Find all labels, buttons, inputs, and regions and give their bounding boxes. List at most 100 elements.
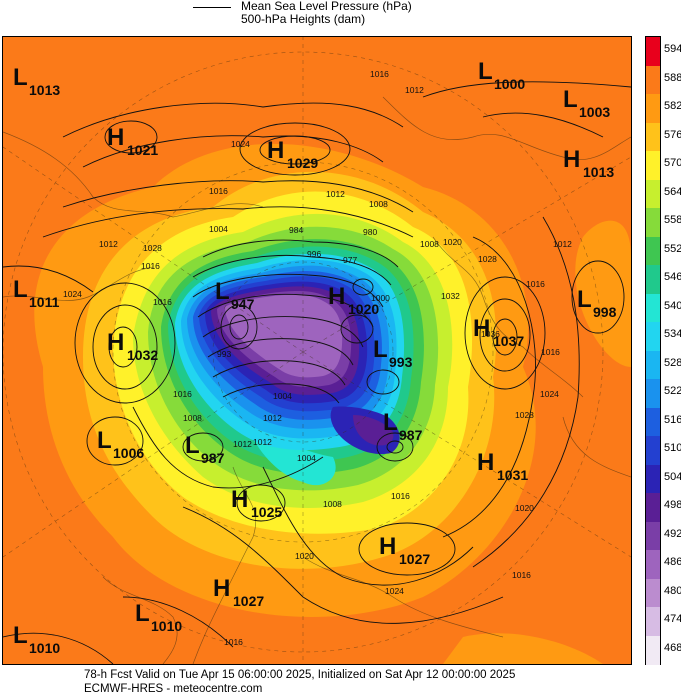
graticule-layer: [3, 37, 631, 664]
weather-map: 1016 1012 1024 1016 1012 1008 1008 1028 …: [2, 36, 632, 665]
isobar-label: 996: [307, 249, 321, 259]
isobar-label: 1016: [209, 186, 228, 196]
colorbar-swatch: [646, 151, 660, 180]
colorbar-swatch: [646, 322, 660, 351]
isobar-label: 1024: [63, 289, 82, 299]
pressure-center: H 1029: [267, 137, 318, 171]
colorbar-label: 552: [664, 242, 681, 255]
svg-text:1013: 1013: [583, 164, 614, 180]
svg-text:1010: 1010: [29, 640, 60, 656]
chart-footer: 78-h Fcst Valid on Tue Apr 15 06:00:00 2…: [0, 668, 681, 700]
colorbar-label: 582: [664, 100, 681, 113]
svg-text:987: 987: [399, 427, 423, 443]
colorbar-swatch: [646, 379, 660, 408]
svg-text:1031: 1031: [497, 467, 528, 483]
isobar-layer: [3, 81, 631, 664]
colorbar-label: 504: [664, 470, 681, 483]
colorbar-label: 492: [664, 527, 681, 540]
svg-text:H: H: [328, 283, 345, 310]
isobar-label: 1032: [441, 291, 460, 301]
svg-text:L: L: [383, 409, 398, 436]
colorbar-swatch: [646, 436, 660, 465]
isobar-label: 1012: [233, 439, 252, 449]
colorbar-swatch: [646, 236, 660, 266]
isobar-label: 1000: [371, 293, 390, 303]
svg-text:L: L: [478, 58, 493, 85]
svg-text:1013: 1013: [29, 82, 60, 98]
isobar-label: 1024: [540, 389, 559, 399]
height-fill-layer: [3, 37, 631, 664]
colorbar-swatch: [646, 550, 660, 579]
pressure-center: H 1027: [379, 533, 430, 567]
isobar-label: 1028: [478, 254, 497, 264]
pressure-center: L 1010: [135, 600, 182, 634]
colorbar-swatch: [646, 350, 660, 380]
isobar-label: 1016: [541, 347, 560, 357]
isobar-label: 1008: [323, 499, 342, 509]
isobar-label: 1012: [99, 239, 118, 249]
colorbar-label: 564: [664, 185, 681, 198]
svg-text:1003: 1003: [579, 104, 610, 120]
coastline-layer: [3, 96, 631, 664]
pressure-center: H 1013: [563, 146, 614, 180]
isobar-label: 1016: [224, 637, 243, 647]
svg-text:1025: 1025: [251, 504, 282, 520]
svg-text:1027: 1027: [233, 593, 264, 609]
isobar-label: 1020: [295, 551, 314, 561]
pressure-center: H 1037: [473, 315, 524, 349]
colorbar-label: 528: [664, 356, 681, 369]
isobar-label: 1028: [515, 410, 534, 420]
svg-text:1027: 1027: [399, 551, 430, 567]
isobar-label: 1016: [391, 491, 410, 501]
pressure-center: L 1006: [97, 427, 144, 461]
isobar-label: 1024: [385, 586, 404, 596]
colorbar-swatch: [646, 521, 660, 551]
svg-text:1000: 1000: [494, 76, 525, 92]
isobar-label: 984: [289, 225, 303, 235]
header-title-mslp: Mean Sea Level Pressure (hPa): [241, 0, 412, 13]
colorbar-label: 480: [664, 584, 681, 597]
colorbar-swatch: [646, 122, 660, 152]
pressure-center: L 1010: [13, 622, 60, 656]
chart-header: Mean Sea Level Pressure (hPa) 500-hPa He…: [0, 0, 681, 36]
isobar-label: 1016: [141, 261, 160, 271]
isobar-label: 1012: [326, 189, 345, 199]
isobar-label: 1008: [420, 239, 439, 249]
pressure-center: H 1032: [107, 329, 158, 363]
pressure-center: L 947: [215, 278, 255, 312]
svg-text:L: L: [13, 276, 28, 303]
pressure-center: L 993: [373, 336, 413, 370]
svg-text:L: L: [135, 600, 150, 627]
svg-text:1010: 1010: [151, 618, 182, 634]
isobar-label: 1012: [253, 437, 272, 447]
pressure-center: H 1027: [213, 575, 264, 609]
colorbar-swatch: [646, 94, 660, 123]
colorbar-label: 594: [664, 43, 681, 56]
svg-text:L: L: [13, 622, 28, 649]
footer-valid-time: 78-h Fcst Valid on Tue Apr 15 06:00:00 2…: [84, 669, 516, 681]
svg-text:987: 987: [201, 450, 225, 466]
colorbar-label: 558: [664, 214, 681, 227]
svg-text:L: L: [563, 86, 578, 113]
isobar-label: 1016: [370, 69, 389, 79]
svg-text:1037: 1037: [493, 333, 524, 349]
colorbar-label: 546: [664, 271, 681, 284]
isobar-label: 1020: [515, 503, 534, 513]
svg-text:947: 947: [231, 296, 255, 312]
pressure-center: H 1020: [328, 283, 379, 317]
isobar-label: 977: [343, 255, 357, 265]
colorbar-label: 576: [664, 128, 681, 141]
pressure-center: L 1003: [563, 86, 610, 120]
colorbar-swatch: [646, 607, 660, 636]
svg-text:H: H: [473, 315, 490, 342]
svg-text:1021: 1021: [127, 142, 158, 158]
pressure-center: H 1021: [107, 124, 158, 158]
isobar-label: 1036: [481, 329, 500, 339]
isobar-label: 980: [363, 227, 377, 237]
isobar-label: 1012: [263, 413, 282, 423]
colorbar-label: 468: [664, 641, 681, 654]
svg-text:L: L: [215, 278, 230, 305]
colorbar-swatch: [646, 635, 660, 665]
mslp-legend-line-icon: [193, 7, 231, 8]
colorbar-swatch: [646, 578, 660, 608]
